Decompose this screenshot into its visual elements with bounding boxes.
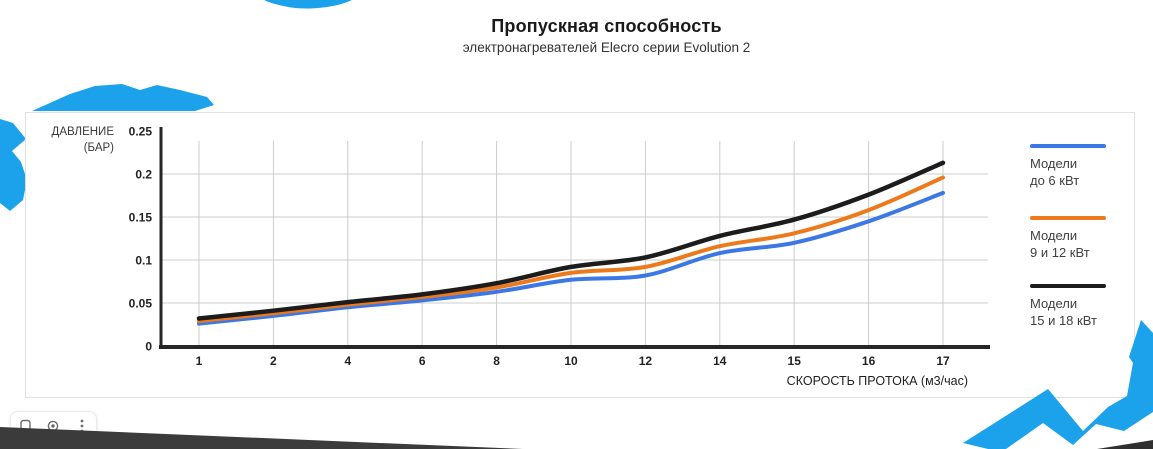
legend-label-line: до 6 кВт (1030, 172, 1080, 188)
more-options-icon (80, 419, 84, 432)
x-tick-label: 1 (196, 354, 203, 368)
legend-label-line: 9 и 12 кВт (1030, 244, 1090, 260)
legend-entry-models-15-18kw: Модели 15 и 18 кВт (1030, 284, 1140, 330)
decor-shape-left-edge (0, 119, 27, 211)
x-tick-label: 2 (270, 354, 277, 368)
bookmark-button[interactable] (12, 413, 38, 438)
x-tick-label: 17 (936, 354, 950, 368)
series-line-0 (197, 190, 945, 326)
more-options-button[interactable] (69, 413, 95, 438)
legend-entry-models-6kw: Модели до 6 кВт (1030, 144, 1140, 190)
legend-label-line: 15 и 18 кВт (1030, 312, 1097, 328)
legend-swatch (1030, 284, 1106, 288)
chart-subtitle: электронагревателей Elecro серии Evoluti… (462, 40, 751, 55)
lens-search-button[interactable] (40, 413, 66, 438)
y-axis-title-line2: (БАР) (83, 141, 114, 154)
legend-swatch (1030, 216, 1106, 220)
bookmark-icon (19, 419, 31, 432)
x-tick-label: 10 (564, 354, 578, 368)
decor-shape-top-left (32, 84, 214, 111)
legend-label-line: Модели (1030, 228, 1078, 243)
chart-heading: Пропускная способность электронагревател… (60, 16, 1153, 55)
y-tick-label: 0 (145, 340, 152, 354)
flow-capacity-chart: 00.050.10.150.20.251 2 4 6 8 10 12 14 15 16 17 (129, 125, 990, 368)
y-tick-label: 0.25 (129, 125, 153, 139)
y-tick-label: 0.15 (129, 211, 153, 225)
y-tick-label: 0.2 (135, 168, 152, 182)
decor-shape-top-center (264, 0, 352, 9)
y-axis-title-line1: ДАВЛЕНИЕ (51, 126, 114, 138)
x-tick-label: 8 (493, 354, 500, 368)
flow-capacity-chart-card: 0 0.05 0.1 0.15 0.2 0.25 1 2 4 6 8 10 12 14 15 16 17 ДАВ… (25, 112, 1135, 398)
y-tick-label: 0.1 (135, 254, 152, 268)
x-axis-title: СКОРОСТЬ ПРОТОКА (м3/час) (786, 374, 968, 388)
x-tick-label: 12 (639, 354, 653, 368)
x-tick-label: 4 (344, 354, 351, 368)
x-tick-label: 6 (419, 354, 426, 368)
chart-title: Пропускная способность (491, 16, 722, 36)
x-tick-label: 15 (788, 354, 802, 368)
lens-icon (48, 420, 59, 431)
legend-swatch (1030, 144, 1106, 148)
y-axis-title: ДАВЛЕНИЕ (БАР) (34, 125, 114, 156)
legend-label-line: Модели (1030, 156, 1078, 171)
y-tick-label: 0.05 (129, 297, 153, 311)
x-tick-label: 14 (713, 354, 727, 368)
legend-label-line: Модели (1030, 296, 1078, 311)
legend-entry-models-9-12kw: Модели 9 и 12 кВт (1030, 216, 1140, 262)
series-line-2 (196, 160, 946, 321)
series-line-1 (197, 175, 945, 324)
x-tick-label: 16 (862, 354, 876, 368)
image-hover-toolbar (10, 411, 97, 440)
decor-wedge-bottom-right (1097, 440, 1153, 449)
